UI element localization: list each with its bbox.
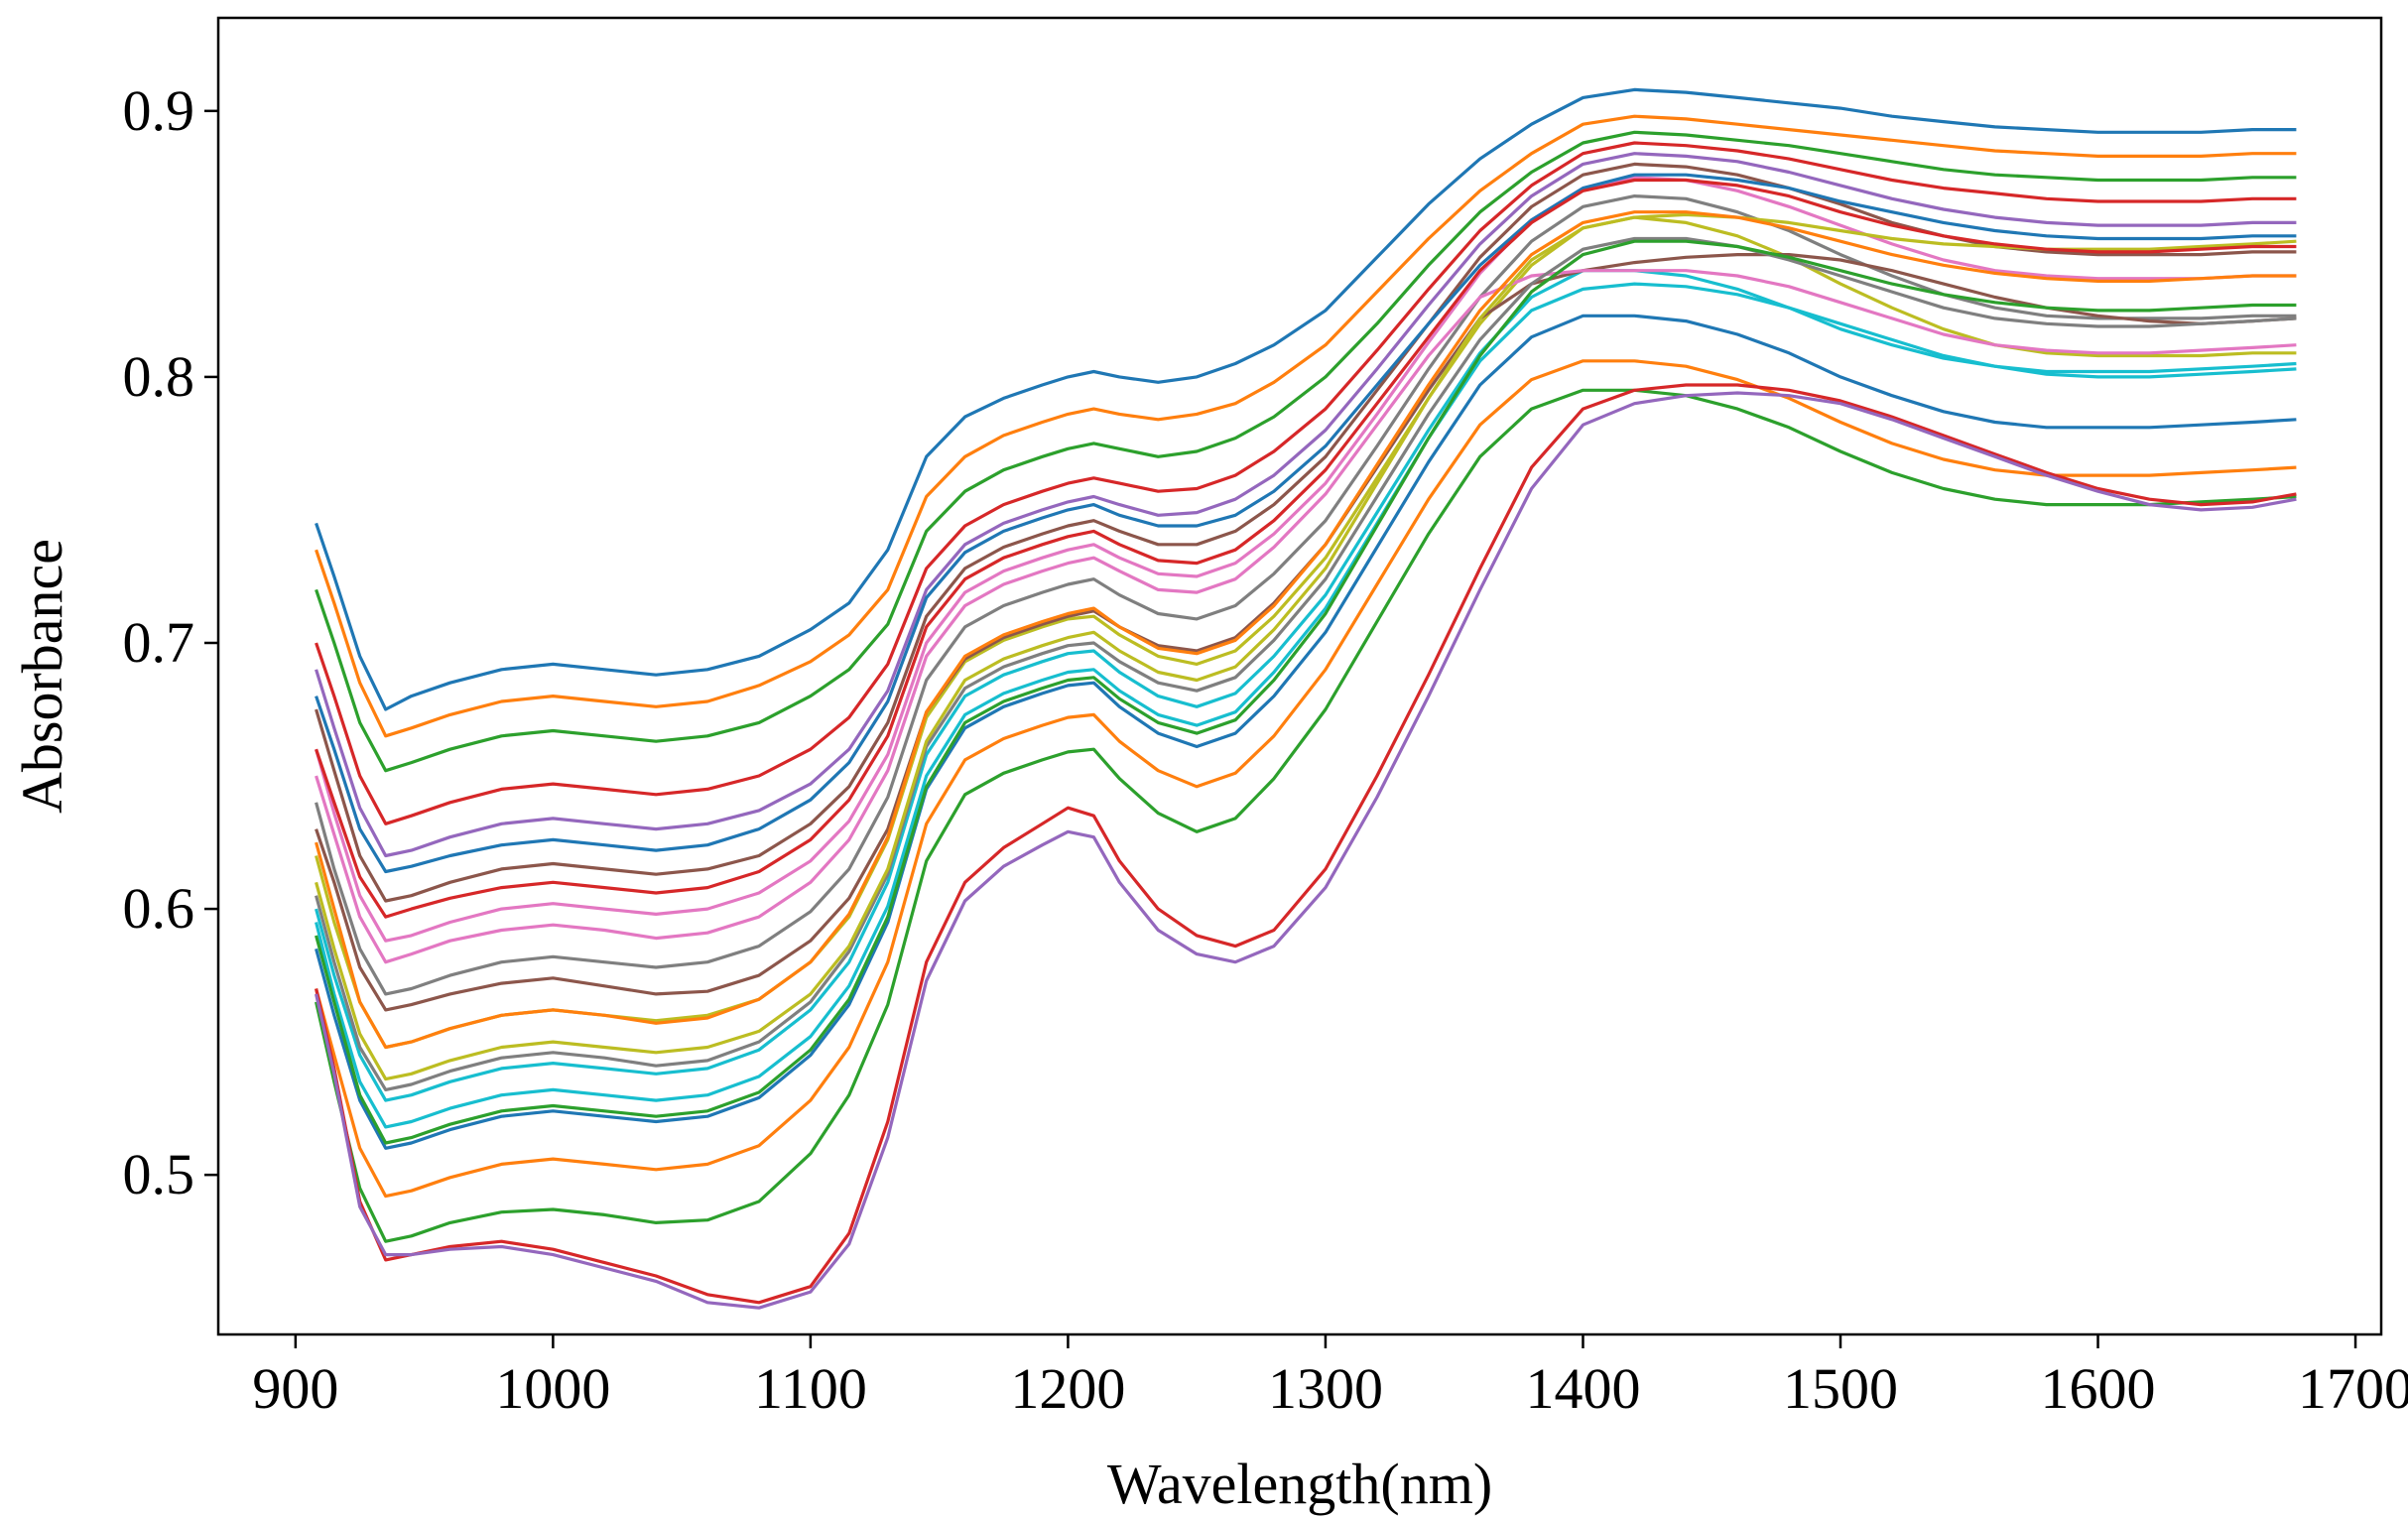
spectrum-line-1 <box>315 87 2297 711</box>
x-tick-label: 1600 <box>2041 1356 2156 1421</box>
x-tick-label: 1300 <box>1268 1356 1383 1421</box>
x-axis-ticks: 900 1000 1100 1200 1300 1400 1500 1600 1700 <box>252 1334 2408 1421</box>
spectrum-line-24 <box>315 178 2297 919</box>
y-tick-label: 0.8 <box>123 344 195 409</box>
spectrum-line-14 <box>315 383 2297 1305</box>
y-tick-label: 0.7 <box>123 610 195 675</box>
spectrum-line-3 <box>315 130 2297 773</box>
spectrum-line-11 <box>315 314 2297 1150</box>
spectrum-line-20 <box>315 282 2297 1129</box>
spectrum-line-12 <box>315 359 2297 1199</box>
series-layer <box>315 87 2297 1310</box>
x-tick-label: 1000 <box>495 1356 610 1421</box>
spectrum-line-8 <box>315 194 2297 996</box>
spectrum-line-22 <box>315 210 2297 1050</box>
x-axis-label: Wavelength(nm) <box>1107 1452 1492 1516</box>
spectrum-line-4 <box>315 141 2297 825</box>
y-axis-ticks: 0.5 0.6 0.7 0.8 0.9 <box>123 78 218 1206</box>
spectrum-line-19 <box>315 212 2297 1081</box>
x-tick-label: 1100 <box>754 1356 867 1421</box>
spectrum-line-21 <box>315 173 2297 874</box>
x-tick-label: 900 <box>252 1356 338 1421</box>
y-tick-label: 0.5 <box>123 1142 195 1206</box>
plot-frame <box>216 16 2383 1336</box>
spectrum-line-5 <box>315 152 2297 858</box>
spectrum-line-10 <box>315 269 2297 1102</box>
spectrum-line-2 <box>315 114 2297 738</box>
x-tick-label: 1500 <box>1783 1356 1898 1421</box>
spectrum-line-17 <box>315 269 2297 964</box>
x-tick-label: 1400 <box>1525 1356 1640 1421</box>
spectrum-line-15 <box>315 391 2297 1310</box>
spectrum-line-23 <box>315 239 2297 1145</box>
spectrum-line-16 <box>315 253 2297 1012</box>
spectrum-line-13 <box>315 388 2297 1243</box>
spectrum-line-7 <box>315 176 2297 943</box>
x-tick-label: 1700 <box>2298 1356 2408 1421</box>
y-tick-label: 0.9 <box>123 78 195 143</box>
y-tick-label: 0.6 <box>123 876 195 941</box>
y-axis-label: Absorbance <box>10 539 74 814</box>
spectrum-line-18 <box>315 236 2297 1092</box>
x-tick-label: 1200 <box>1010 1356 1125 1421</box>
